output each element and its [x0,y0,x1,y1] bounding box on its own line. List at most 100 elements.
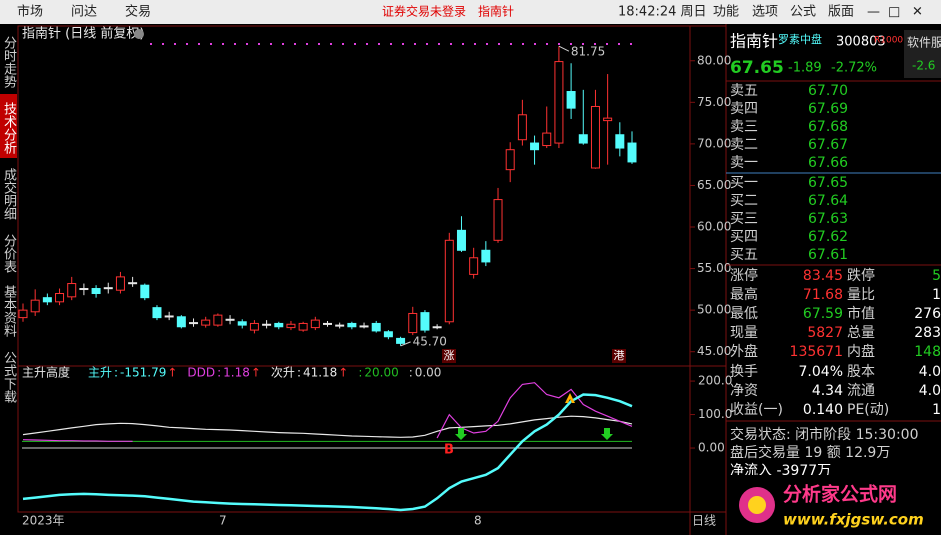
candle-body [55,293,65,303]
logo: 分析家公式网 www.fxjgsw.com [728,475,941,535]
candle-body [603,117,613,122]
close[interactable]: ✕ [912,5,923,20]
status-line: 盘后交易量 19 额 12.9万 [730,444,890,461]
dot [402,43,404,45]
side-tab[interactable]: 基本资料 [1,285,17,337]
stat-label: 量比 [847,287,875,303]
dot [198,43,200,45]
date-label: 8 [474,514,482,528]
stat-label: 现量 [730,325,758,341]
dot [294,43,296,45]
side-tab[interactable]: 成交明细 [1,168,17,220]
stat-label: 换手 [730,363,758,380]
indicator-name: 主升高度 [22,365,70,380]
legend-colon: : [217,366,221,380]
ask-price: 67.70 [808,83,848,99]
menu-item[interactable]: 功能 [713,5,739,20]
menu-item[interactable]: 市场 [17,4,43,20]
candle-body [262,323,272,326]
candle-body [590,105,600,169]
candle-body [225,318,235,321]
y-tick-label: 200.0 [698,374,732,388]
price: 67.65 [730,58,784,78]
legend-value: -151.79 [120,366,166,380]
legend-value: 0.00 [415,366,442,380]
marker: 涨 [444,349,455,362]
candle-body [286,323,296,329]
candle-body [554,61,564,144]
minimize[interactable]: — [867,5,880,20]
annotation-pointer [400,341,411,347]
bid-label: 买二 [730,193,758,209]
menu-item[interactable]: 交易 [125,4,151,20]
candle-body [310,319,320,329]
stat-label: 外盘 [730,343,758,360]
stat-value: 4.34 [812,383,843,399]
side-tab[interactable]: 分价表 [1,234,17,273]
signal-arrow [455,428,467,440]
side-tab[interactable]: 技术分析 [1,102,17,154]
signal-arrow [601,428,613,440]
maximize[interactable]: □ [888,5,900,20]
candle-body [128,282,138,285]
dot [450,43,452,45]
ask-label: 卖一 [730,155,758,171]
menu-item[interactable]: 问达 [71,5,97,20]
logo-title: 分析家公式网 [783,483,897,506]
menu-item[interactable]: 公式 [790,5,816,20]
bid-label: 买一 [730,175,758,191]
dot [366,43,368,45]
stock-code: 300803 [836,35,886,50]
ask-label: 卖二 [730,137,758,153]
dot [546,43,548,45]
stat-value: 283 [914,325,941,341]
dot [318,43,320,45]
stat-label: 流通 [847,383,875,399]
ask-label: 卖四 [730,101,758,117]
menu-item[interactable]: 版面 [828,5,854,20]
y-tick-label: 45.00 [697,344,731,358]
dot [234,43,236,45]
stat-value: 0.140 [803,402,843,418]
sector-box [904,30,941,78]
candle-body [371,322,381,332]
title-dropdown[interactable] [134,29,144,39]
dot [522,43,524,45]
dot [306,43,308,45]
candle-body [505,149,515,171]
indicator-line [22,393,633,512]
side-tab[interactable]: 分时走势 [1,36,17,89]
ask-price: 67.67 [808,137,848,153]
stat-value: 71.68 [803,287,843,303]
dot [246,43,248,45]
candle-body [396,337,406,344]
ask-price: 67.68 [808,119,848,135]
change: -1.89 [788,61,822,76]
dot [174,43,176,45]
dot [570,43,572,45]
legend-name: 主升 [88,366,112,380]
stat-value: 135671 [790,344,843,360]
side-tab[interactable]: 公式下载 [1,351,17,404]
dot [330,43,332,45]
active-tab [0,94,17,158]
stat-value: 1 [932,287,941,303]
candle-body [18,309,28,319]
signal: B [444,443,454,458]
legend-value: 1.18 [223,366,250,380]
candle-body [103,287,113,290]
legend-colon: : [114,366,118,380]
period-label: 日线 [692,514,716,528]
ask-label: 卖五 [730,83,758,99]
candle-body [335,324,345,327]
candle-body [115,276,125,291]
stat-value: 276 [914,306,941,322]
candle-body [152,307,162,319]
candle-body [140,284,150,299]
menu-item[interactable]: 选项 [752,5,778,20]
y-tick-label: 70.00 [697,136,731,150]
stat-label: 涨停 [730,267,758,284]
dot [414,43,416,45]
